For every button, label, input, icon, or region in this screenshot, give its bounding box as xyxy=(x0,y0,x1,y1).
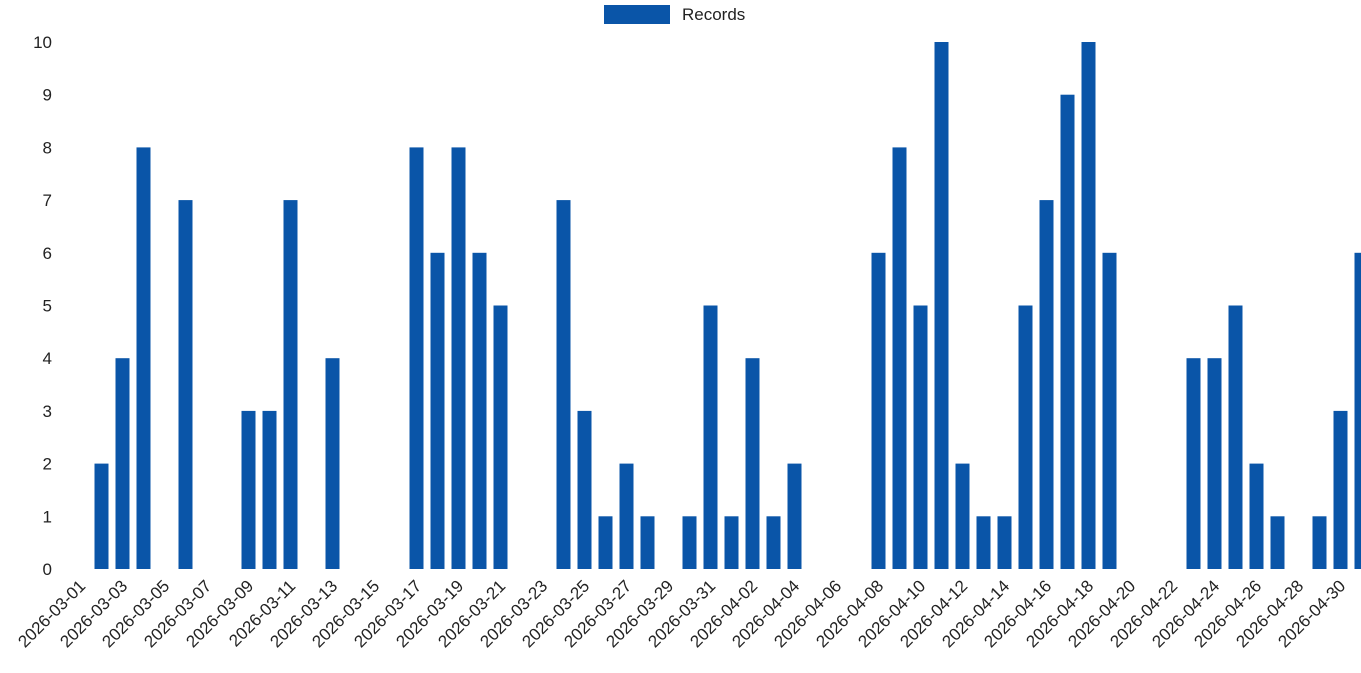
y-tick-label: 1 xyxy=(43,507,52,526)
y-tick-label: 0 xyxy=(43,560,52,579)
bar-2026-04-04[interactable] xyxy=(787,463,802,569)
bar-2026-03-19[interactable] xyxy=(451,147,466,569)
bar-2026-03-11[interactable] xyxy=(283,200,298,569)
y-axis: 0 1 2 3 4 5 6 7 8 9 10 xyxy=(33,33,52,579)
bar-2026-03-06[interactable] xyxy=(178,200,193,569)
bar-2026-05-01[interactable] xyxy=(1354,252,1361,570)
bar-2026-03-17[interactable] xyxy=(409,147,424,569)
y-tick-label: 9 xyxy=(43,86,52,105)
bar-2026-03-13[interactable] xyxy=(325,358,340,569)
bar-2026-04-17[interactable] xyxy=(1060,94,1075,569)
y-tick-label: 4 xyxy=(43,349,52,368)
y-tick-label: 2 xyxy=(43,455,52,474)
bar-2026-04-29[interactable] xyxy=(1312,516,1327,569)
y-tick-label: 8 xyxy=(43,138,52,157)
bar-2026-04-25[interactable] xyxy=(1228,305,1243,570)
legend-label-records: Records xyxy=(682,5,745,24)
bar-2026-04-10[interactable] xyxy=(913,305,928,570)
bar-2026-04-13[interactable] xyxy=(976,516,991,569)
bar-2026-04-16[interactable] xyxy=(1039,200,1054,569)
bar-2026-04-09[interactable] xyxy=(892,147,907,569)
y-tick-label: 6 xyxy=(43,244,52,263)
bar-2026-03-30[interactable] xyxy=(682,516,697,569)
bar-2026-04-19[interactable] xyxy=(1102,252,1117,570)
legend: Records xyxy=(604,5,745,24)
bar-2026-03-09[interactable] xyxy=(241,410,256,569)
bars xyxy=(94,42,1361,570)
bar-2026-04-12[interactable] xyxy=(955,463,970,569)
y-tick-label: 7 xyxy=(43,191,52,210)
bar-2026-03-25[interactable] xyxy=(577,410,592,569)
bar-2026-03-28[interactable] xyxy=(640,516,655,569)
bar-2026-04-24[interactable] xyxy=(1207,358,1222,569)
bar-2026-03-24[interactable] xyxy=(556,200,571,569)
bar-2026-04-18[interactable] xyxy=(1081,42,1096,569)
bar-2026-04-14[interactable] xyxy=(997,516,1012,569)
bar-2026-03-10[interactable] xyxy=(262,410,277,569)
bar-2026-03-21[interactable] xyxy=(493,305,508,570)
bar-2026-03-31[interactable] xyxy=(703,305,718,570)
bar-2026-04-23[interactable] xyxy=(1186,358,1201,569)
bar-2026-04-01[interactable] xyxy=(724,516,739,569)
bar-2026-04-08[interactable] xyxy=(871,252,886,570)
legend-swatch-records[interactable] xyxy=(604,5,670,24)
bar-2026-04-03[interactable] xyxy=(766,516,781,569)
bar-2026-04-27[interactable] xyxy=(1270,516,1285,569)
bar-2026-04-15[interactable] xyxy=(1018,305,1033,570)
y-tick-label: 3 xyxy=(43,402,52,421)
bar-2026-04-02[interactable] xyxy=(745,358,760,569)
bar-2026-03-18[interactable] xyxy=(430,252,445,570)
bar-2026-03-27[interactable] xyxy=(619,463,634,569)
bar-2026-04-30[interactable] xyxy=(1333,410,1348,569)
bar-2026-03-03[interactable] xyxy=(115,358,130,569)
y-tick-label: 10 xyxy=(33,33,52,52)
bar-2026-03-04[interactable] xyxy=(136,147,151,569)
x-axis: 2026-03-012026-03-032026-03-052026-03-07… xyxy=(14,576,1349,651)
bar-2026-03-26[interactable] xyxy=(598,516,613,569)
bar-2026-04-26[interactable] xyxy=(1249,463,1264,569)
bar-2026-04-11[interactable] xyxy=(934,42,949,569)
bar-2026-03-02[interactable] xyxy=(94,463,109,569)
y-tick-label: 5 xyxy=(43,297,52,316)
bar-2026-03-20[interactable] xyxy=(472,252,487,570)
